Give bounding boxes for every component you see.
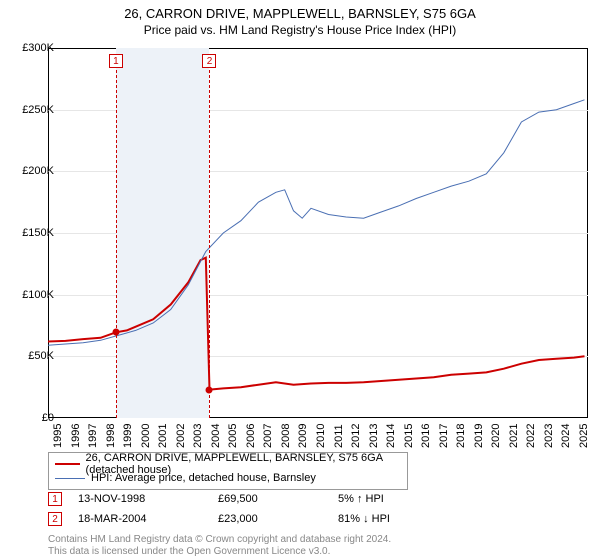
chart-lines [48,48,588,418]
sale-dot-2 [206,386,213,393]
transaction-date: 13-NOV-1998 [78,493,218,505]
x-tick-label: 2011 [333,424,345,448]
sale-dot-1 [112,329,119,336]
x-tick-label: 2025 [578,424,590,448]
transaction-marker: 1 [48,492,62,506]
transaction-row: 1 13-NOV-1998£69,5005% ↑ HPI [48,492,384,506]
x-tick-label: 2002 [175,424,187,448]
x-tick-label: 2020 [490,424,502,448]
x-tick-label: 2018 [455,424,467,448]
x-tick-label: 2019 [473,424,485,448]
transaction-price: £69,500 [218,493,338,505]
x-tick-label: 2001 [157,424,169,448]
chart-marker-2: 2 [202,54,216,68]
x-tick-label: 2009 [297,424,309,448]
x-tick-label: 2007 [262,424,274,448]
chart-subtitle: Price paid vs. HM Land Registry's House … [0,21,600,41]
legend-label: HPI: Average price, detached house, Barn… [91,472,316,484]
chart-title: 26, CARRON DRIVE, MAPPLEWELL, BARNSLEY, … [0,0,600,21]
transaction-diff: 5% ↑ HPI [338,493,384,505]
legend-swatch [55,463,80,465]
transaction-diff: 81% ↓ HPI [338,513,390,525]
transaction-date: 18-MAR-2004 [78,513,218,525]
x-tick-label: 2023 [543,424,555,448]
x-tick-label: 2016 [420,424,432,448]
chart-marker-line-2 [209,70,210,418]
x-tick-label: 2000 [140,424,152,448]
x-tick-label: 2015 [403,424,415,448]
x-tick-label: 2010 [315,424,327,448]
attribution: Contains HM Land Registry data © Crown c… [48,534,391,558]
x-tick-label: 1996 [70,424,82,448]
x-tick-label: 1998 [105,424,117,448]
x-tick-label: 2006 [245,424,257,448]
legend: 26, CARRON DRIVE, MAPPLEWELL, BARNSLEY, … [48,452,408,490]
attribution-line1: Contains HM Land Registry data © Crown c… [48,534,391,546]
chart-plot-area: 12 [48,48,588,418]
legend-swatch [55,478,85,479]
transaction-marker: 2 [48,512,62,526]
x-tick-label: 2008 [280,424,292,448]
x-tick-label: 2024 [560,424,572,448]
x-tick-label: 2013 [368,424,380,448]
x-tick-label: 1999 [122,424,134,448]
transaction-price: £23,000 [218,513,338,525]
series-hpi [48,100,585,345]
chart-marker-1: 1 [109,54,123,68]
x-tick-label: 2021 [508,424,520,448]
series-property [48,258,585,390]
attribution-line2: This data is licensed under the Open Gov… [48,546,391,558]
x-tick-label: 2017 [438,424,450,448]
x-tick-label: 2004 [210,424,222,448]
x-tick-label: 2014 [385,424,397,448]
x-tick-label: 1995 [52,424,64,448]
x-tick-label: 2012 [350,424,362,448]
legend-item: 26, CARRON DRIVE, MAPPLEWELL, BARNSLEY, … [55,457,401,471]
x-tick-label: 2005 [227,424,239,448]
x-tick-label: 2022 [525,424,537,448]
transaction-row: 2 18-MAR-2004£23,00081% ↓ HPI [48,512,390,526]
x-tick-label: 2003 [192,424,204,448]
x-tick-label: 1997 [87,424,99,448]
chart-marker-line-1 [116,70,117,418]
